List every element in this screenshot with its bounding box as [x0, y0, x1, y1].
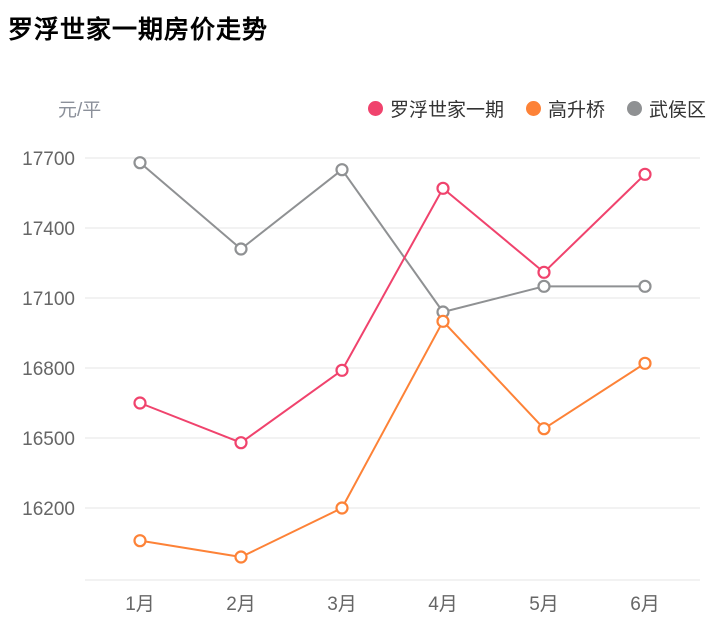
- legend-dot-icon: [525, 101, 541, 116]
- legend-label: 武侯区: [648, 100, 706, 121]
- data-point-marker[interactable]: [335, 163, 349, 177]
- y-tick-label: 16200: [22, 499, 75, 520]
- legend-dot-icon: [626, 101, 642, 116]
- series-line-高升桥: [139, 320, 646, 558]
- x-tick-label: 6月: [630, 594, 660, 615]
- data-point-marker[interactable]: [537, 265, 551, 279]
- data-point-marker[interactable]: [234, 550, 248, 564]
- data-point-marker[interactable]: [638, 356, 652, 370]
- legend-item-2[interactable]: 高升桥: [525, 95, 605, 122]
- chart-legend: 罗浮世家一期 高升桥 武侯区: [367, 95, 706, 122]
- y-tick-label: 16500: [22, 429, 75, 450]
- x-tick-label: 1月: [125, 594, 155, 615]
- data-point-marker[interactable]: [133, 534, 147, 548]
- x-tick-label: 2月: [226, 594, 256, 615]
- x-tick-label: 4月: [428, 594, 458, 615]
- data-point-marker[interactable]: [537, 279, 551, 293]
- legend-label: 罗浮世家一期: [389, 100, 504, 121]
- data-point-marker[interactable]: [436, 181, 450, 195]
- data-point-marker[interactable]: [638, 167, 652, 181]
- data-point-marker[interactable]: [133, 396, 147, 410]
- x-tick-label: 3月: [327, 594, 357, 615]
- y-tick-label: 17700: [22, 149, 75, 170]
- legend-item-3[interactable]: 武侯区: [626, 95, 706, 122]
- page-title: 罗浮世家一期房价走势: [8, 16, 269, 44]
- legend-dot-icon: [367, 101, 383, 116]
- y-tick-label: 17400: [22, 219, 75, 240]
- series-line-罗浮世家一期: [139, 173, 646, 444]
- y-tick-label: 16800: [22, 359, 75, 380]
- data-point-marker[interactable]: [436, 314, 450, 328]
- x-tick-label: 5月: [529, 594, 559, 615]
- data-point-marker[interactable]: [335, 501, 349, 515]
- legend-label: 高升桥: [547, 100, 605, 121]
- data-point-marker[interactable]: [133, 156, 147, 170]
- y-axis-unit-label: 元/平: [58, 100, 102, 121]
- series-line-武侯区: [139, 161, 646, 313]
- data-point-marker[interactable]: [234, 436, 248, 450]
- y-tick-label: 17100: [22, 289, 75, 310]
- data-point-marker[interactable]: [335, 363, 349, 377]
- legend-item-1[interactable]: 罗浮世家一期: [367, 95, 504, 122]
- data-point-marker[interactable]: [234, 242, 248, 256]
- data-point-marker[interactable]: [537, 422, 551, 436]
- data-point-marker[interactable]: [638, 279, 652, 293]
